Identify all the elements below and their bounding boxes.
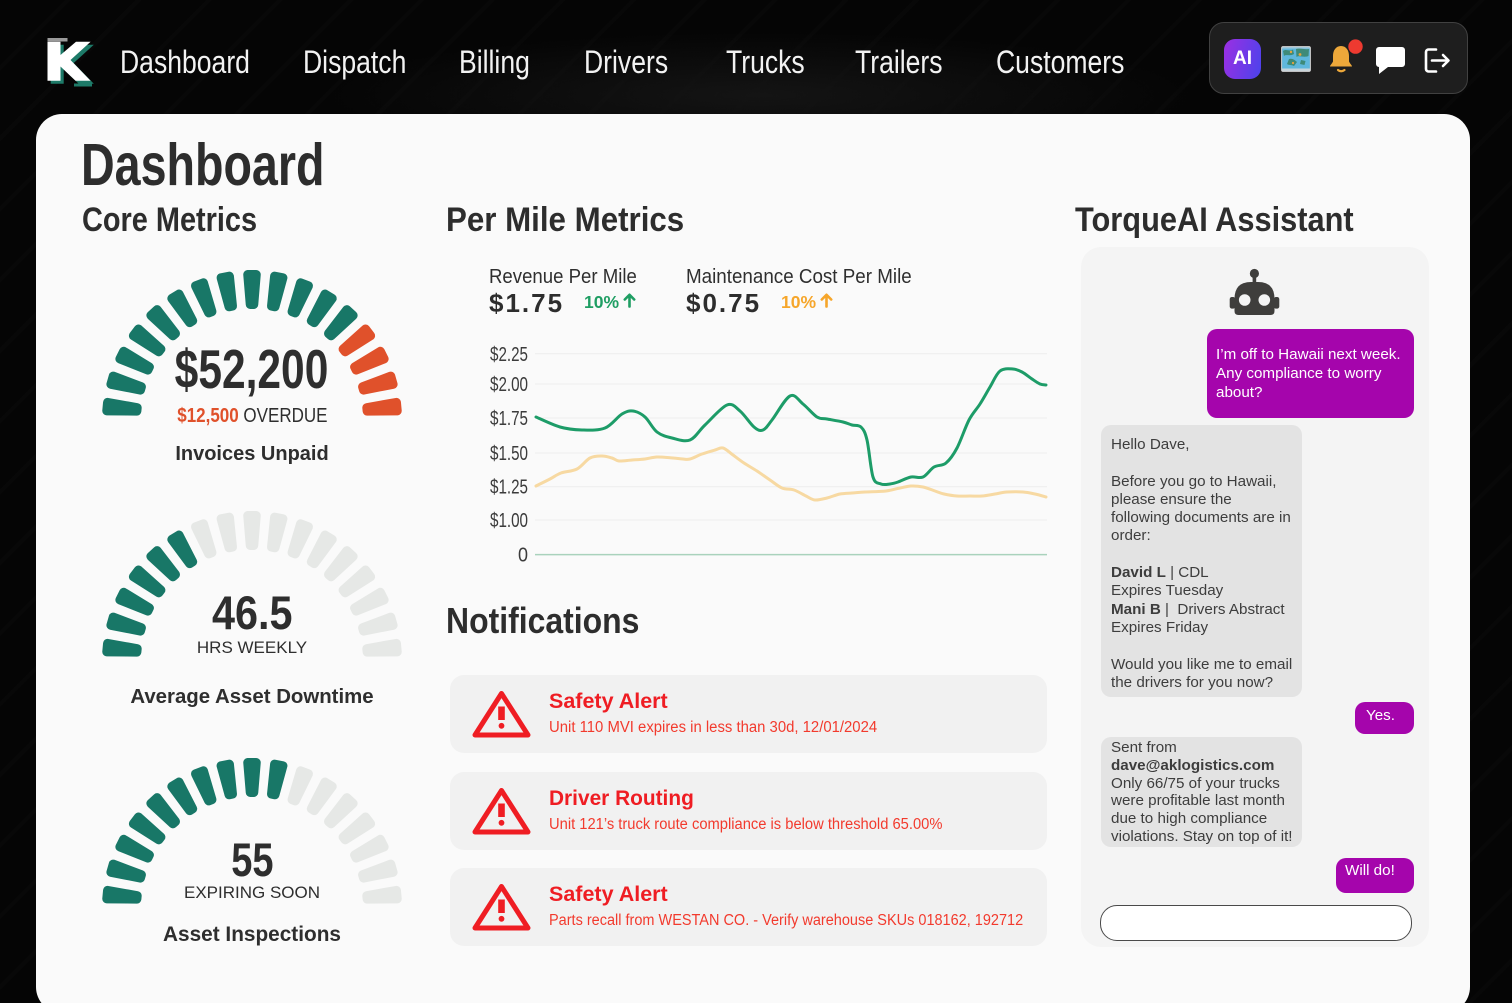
svg-text:$1.50: $1.50: [490, 443, 528, 465]
svg-text:$1.25: $1.25: [490, 477, 528, 499]
svg-text:$2.00: $2.00: [490, 374, 528, 396]
svg-text:$2.25: $2.25: [490, 344, 528, 366]
svg-text:$1.00: $1.00: [490, 510, 528, 532]
svg-text:$1.75: $1.75: [490, 408, 528, 430]
svg-text:0: 0: [518, 545, 528, 565]
